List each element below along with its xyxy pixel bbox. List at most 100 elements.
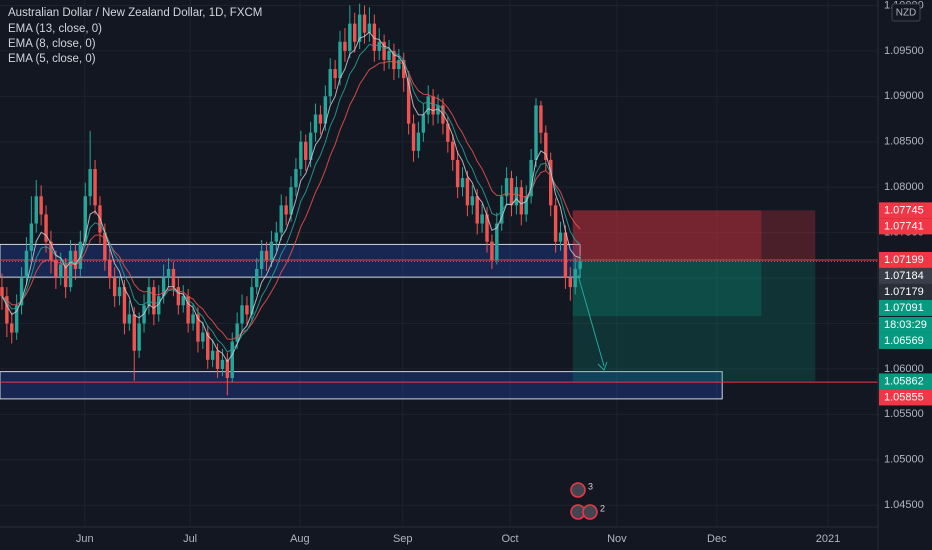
price-label-box — [879, 218, 932, 235]
candle-body — [220, 359, 225, 369]
candle-body — [54, 259, 58, 279]
candle-body — [377, 41, 381, 51]
candle-body — [259, 250, 264, 269]
x-tick-label: Dec — [707, 533, 727, 545]
candle-body — [367, 23, 372, 33]
y-tick-label: 1.09500 — [884, 45, 924, 57]
x-tick-label: Jul — [183, 533, 197, 545]
candle-body — [181, 296, 185, 306]
candle-body — [539, 105, 543, 133]
candle-body — [328, 69, 332, 97]
candle-body — [372, 23, 377, 51]
target-area-inner — [572, 259, 762, 317]
candle-body — [152, 287, 156, 315]
price-label: 1.06569 — [884, 335, 924, 347]
event-count: 2 — [600, 503, 605, 513]
stop-area-inner — [572, 210, 762, 260]
price-label: 1.07184 — [884, 270, 924, 282]
y-tick-label: 1.08500 — [884, 136, 924, 148]
candle-body — [225, 359, 230, 378]
candle-body — [499, 196, 504, 224]
candle-body — [29, 223, 34, 251]
candle-body — [406, 78, 411, 124]
candle-body — [558, 232, 563, 242]
candle-body — [343, 41, 347, 51]
zone — [0, 371, 723, 400]
legend-entry: EMA (8, close, 0) — [8, 38, 96, 50]
price-label-box — [879, 267, 932, 284]
candle-body — [416, 132, 421, 151]
x-tick-label: Nov — [607, 533, 627, 545]
candle-body — [63, 264, 68, 288]
candle-body — [544, 132, 548, 160]
candle-body — [294, 169, 298, 188]
x-tick-label: Aug — [290, 533, 310, 545]
candle-body — [191, 314, 195, 324]
candle-body — [431, 96, 435, 115]
price-label-box — [879, 373, 932, 390]
candle-body — [137, 323, 141, 351]
currency-label: NZD — [896, 8, 917, 19]
candle-body — [480, 214, 484, 224]
y-tick-label: 1.09000 — [884, 90, 924, 102]
projection-arrow — [577, 274, 605, 367]
candle-body — [210, 350, 215, 360]
candle-body — [573, 268, 577, 288]
candle-body — [147, 287, 151, 306]
candle-body — [470, 196, 475, 206]
candle-body — [485, 214, 489, 242]
candle-body — [186, 296, 190, 324]
candle-body — [411, 123, 416, 151]
candle-body — [578, 261, 582, 269]
candle-body — [127, 314, 132, 324]
candle-body — [421, 114, 426, 133]
candle-body — [338, 41, 342, 79]
ema-line — [1, 31, 581, 363]
candle-body — [132, 314, 136, 351]
x-tick-label: Sep — [393, 533, 413, 545]
price-label-box — [879, 202, 932, 219]
candle-body — [176, 287, 181, 306]
price-label: 1.07199 — [884, 254, 924, 266]
candle-body — [304, 141, 308, 160]
candle-body — [24, 250, 29, 279]
candle-body — [357, 14, 362, 42]
candle-body — [568, 278, 573, 288]
y-tick-label: 1.05000 — [884, 454, 924, 466]
candle-body — [5, 296, 9, 324]
candle-body — [215, 350, 220, 369]
price-label: 1.07745 — [884, 204, 924, 216]
countdown-box — [879, 316, 932, 333]
candle-body — [274, 232, 279, 242]
currency-badge[interactable] — [891, 3, 921, 22]
candle-body — [108, 259, 112, 279]
candle-body — [157, 296, 161, 315]
candle-body — [83, 196, 87, 242]
candle-body — [504, 178, 509, 197]
candle-body — [323, 96, 328, 124]
candle-body — [333, 69, 337, 79]
stop-area — [572, 210, 816, 260]
candle-body — [230, 341, 234, 378]
price-label-box — [879, 332, 932, 349]
candle-body — [436, 105, 440, 115]
candle-body — [93, 169, 97, 206]
candle-body — [88, 169, 92, 197]
candle-body — [39, 196, 43, 215]
candle-body — [196, 314, 200, 342]
candle-body — [514, 187, 519, 206]
price-label-box — [879, 283, 932, 300]
candle-body — [269, 241, 274, 260]
candle-body — [206, 332, 210, 360]
candle-body — [426, 96, 430, 115]
legend-entry: EMA (5, close, 0) — [8, 53, 96, 65]
candle-body — [495, 223, 499, 260]
price-label: 1.07179 — [884, 286, 924, 298]
price-label-box — [879, 389, 932, 406]
y-tick-label: 1.08000 — [884, 181, 924, 193]
candle-body — [475, 196, 479, 224]
candle-body — [308, 132, 313, 160]
candle-body — [250, 287, 254, 315]
candle-body — [68, 250, 73, 288]
